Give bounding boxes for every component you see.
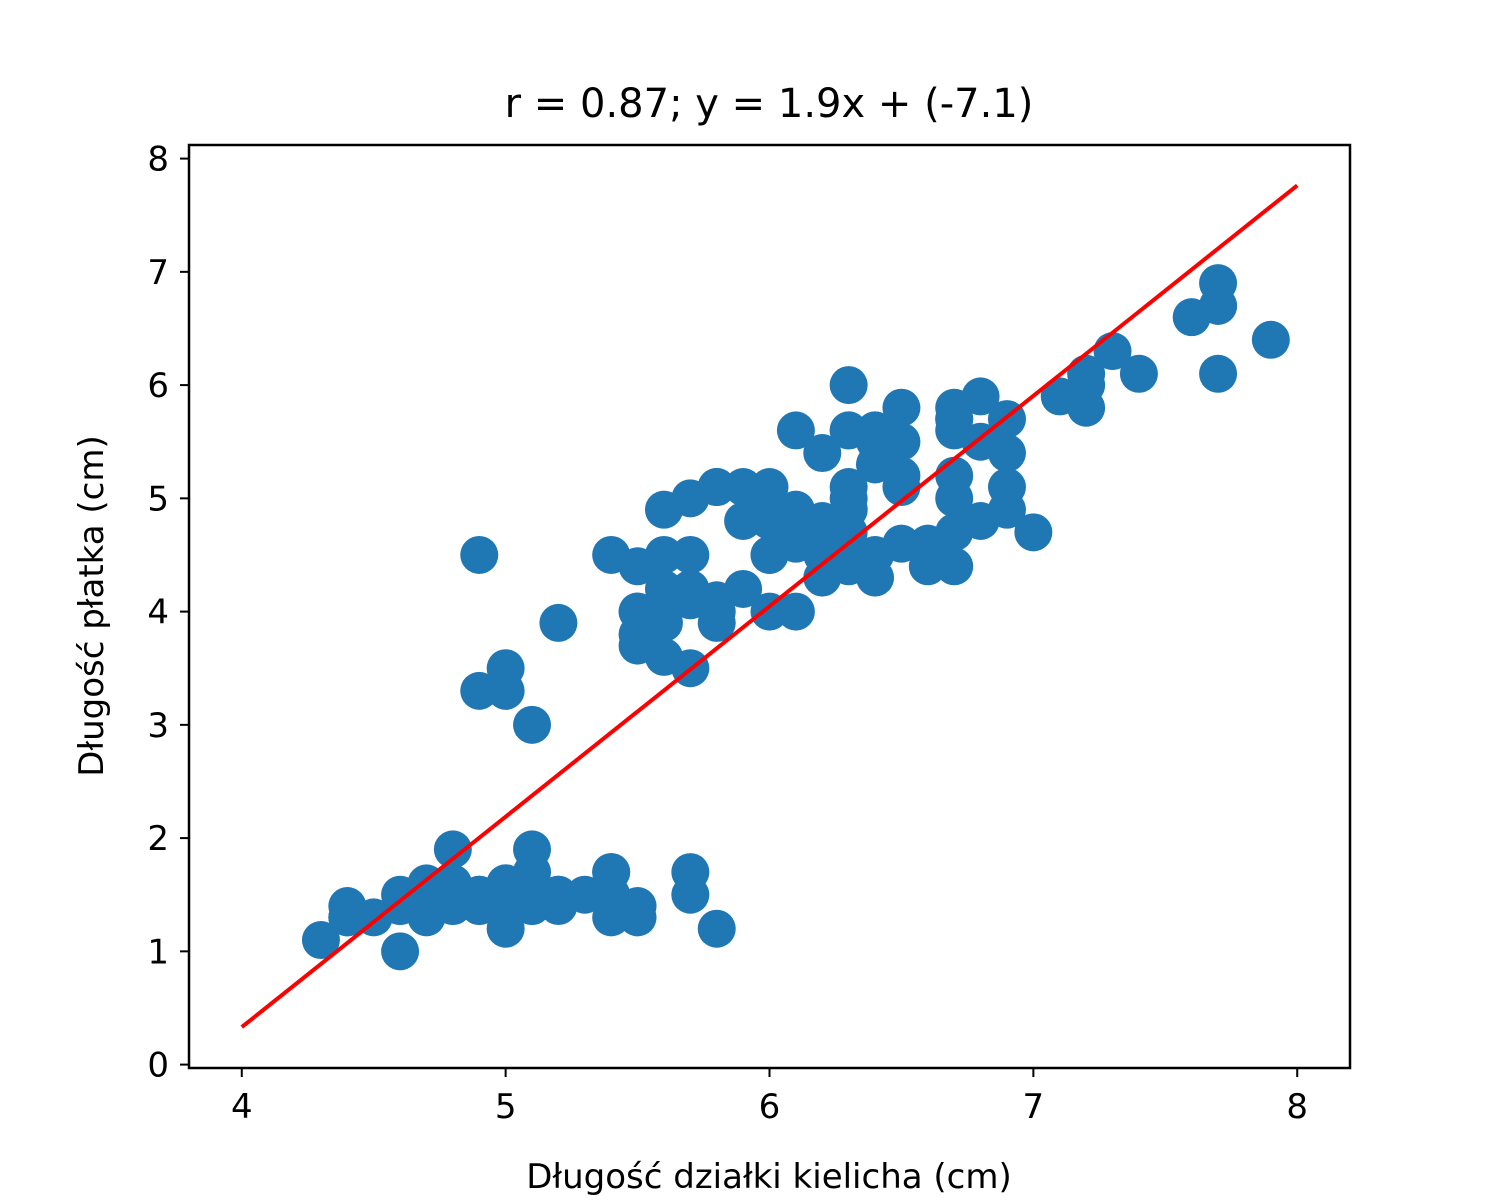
y-tick-label: 6 — [147, 366, 169, 406]
x-axis-ticks: 4 5 6 7 8 — [231, 1068, 1308, 1127]
data-point — [671, 853, 710, 892]
data-point — [486, 671, 525, 710]
data-point — [882, 524, 921, 563]
data-point — [776, 592, 815, 631]
x-tick-label: 4 — [231, 1087, 253, 1127]
data-point — [1199, 286, 1238, 325]
y-axis-label: Długość płatka (cm) — [72, 435, 112, 776]
regression-line — [240, 183, 1299, 1029]
data-point — [433, 830, 472, 869]
data-point — [1014, 513, 1053, 552]
data-point — [301, 921, 340, 960]
data-point — [882, 456, 921, 495]
data-point — [724, 502, 763, 540]
y-axis-ticks: 0 1 2 3 4 5 6 7 8 — [147, 140, 189, 1086]
data-point — [750, 502, 789, 540]
x-tick-label: 8 — [1286, 1087, 1308, 1127]
x-tick-label: 7 — [1023, 1087, 1045, 1127]
y-tick-label: 3 — [147, 706, 169, 746]
data-point — [987, 468, 1026, 507]
data-point — [671, 581, 710, 620]
data-point — [1199, 354, 1238, 393]
data-point — [513, 705, 552, 744]
data-point — [618, 626, 657, 665]
data-point — [776, 411, 815, 450]
data-point — [1251, 320, 1290, 359]
chart-title: r = 0.87; y = 1.9x + (-7.1) — [505, 81, 1034, 127]
data-point — [1119, 354, 1158, 393]
x-tick-label: 6 — [759, 1087, 781, 1127]
y-tick-label: 8 — [147, 140, 169, 180]
data-point — [961, 377, 1000, 416]
data-point — [803, 434, 842, 473]
data-point — [328, 898, 367, 937]
data-point — [697, 468, 736, 507]
y-tick-label: 5 — [147, 479, 169, 519]
y-tick-label: 4 — [147, 593, 169, 633]
data-point — [565, 875, 604, 914]
data-point — [381, 932, 420, 971]
y-tick-label: 7 — [147, 253, 169, 293]
data-point — [644, 490, 683, 529]
data-point — [856, 422, 895, 461]
y-tick-label: 2 — [147, 819, 169, 859]
y-tick-label: 1 — [147, 932, 169, 972]
data-point — [750, 592, 789, 631]
data-point — [724, 468, 763, 507]
data-point — [513, 830, 552, 869]
data-point — [433, 887, 472, 926]
data-point — [935, 547, 974, 586]
data-point — [381, 887, 420, 926]
data-point — [829, 479, 868, 518]
data-point — [618, 592, 657, 631]
data-point — [671, 535, 710, 574]
data-point — [460, 671, 499, 710]
data-point — [829, 366, 868, 405]
data-point — [486, 887, 525, 926]
y-tick-label: 0 — [147, 1046, 169, 1086]
data-point — [618, 898, 657, 937]
data-point — [908, 547, 947, 586]
data-point — [987, 434, 1026, 473]
data-points — [301, 264, 1290, 971]
data-point — [776, 524, 815, 563]
data-point — [935, 456, 974, 495]
data-point — [1067, 388, 1106, 427]
data-point — [697, 909, 736, 948]
data-point — [935, 400, 974, 439]
data-point — [513, 864, 552, 903]
x-tick-label: 5 — [495, 1087, 517, 1127]
data-point — [882, 388, 921, 427]
data-point — [539, 603, 578, 642]
data-point — [803, 558, 842, 597]
data-point — [935, 513, 974, 552]
data-point — [460, 535, 499, 574]
x-axis-label: Długość działki kielicha (cm) — [526, 1157, 1011, 1197]
regression-line-layer — [240, 183, 1299, 1029]
data-point — [618, 547, 657, 586]
